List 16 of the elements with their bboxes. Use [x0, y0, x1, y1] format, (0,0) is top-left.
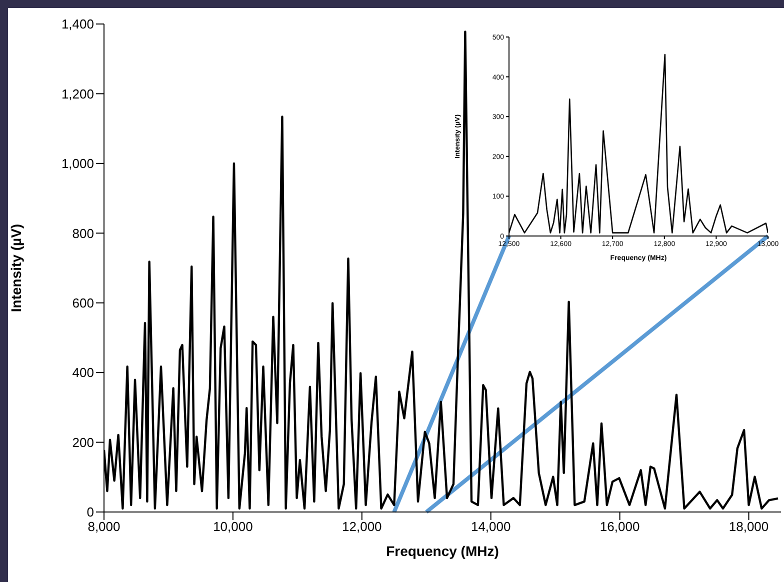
y-tick-label: 400: [72, 365, 94, 380]
x-tick-label: 8,000: [88, 519, 120, 534]
x-tick-label: 18,000: [728, 519, 769, 534]
x-axis-title: Frequency (MHz): [386, 543, 499, 559]
y-tick-label: 200: [72, 434, 94, 450]
y-tick-label: 1,000: [61, 156, 94, 172]
y-tick-label: 800: [72, 226, 94, 241]
x-tick-label: 12,000: [342, 519, 382, 534]
y-tick-label: 1,200: [61, 86, 94, 102]
y-tick-label: 600: [72, 295, 94, 310]
y-tick-label: 0: [86, 504, 94, 520]
y-axis-title: Intensity (µV): [8, 224, 24, 312]
x-tick-label: 10,000: [213, 519, 253, 534]
x-tick-label: 14,000: [470, 519, 511, 534]
y-tick-label: 1,400: [61, 16, 94, 32]
x-tick-label: 16,000: [600, 519, 640, 534]
